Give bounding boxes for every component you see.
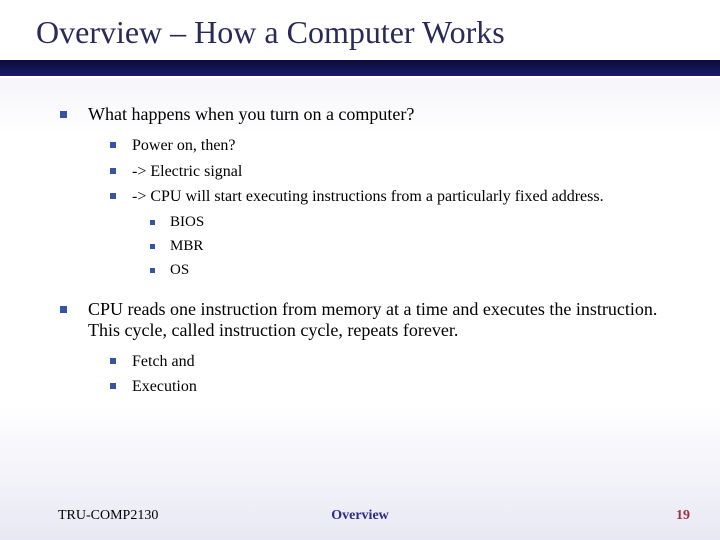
- bullet-text: BIOS: [170, 212, 690, 232]
- square-bullet-icon: [110, 161, 132, 179]
- square-bullet-icon: [110, 376, 132, 394]
- sub-list: Fetch and Execution: [110, 351, 690, 398]
- footer-left: TRU-COMP2130: [58, 508, 158, 524]
- bullet-item: OS: [150, 260, 690, 280]
- bullet-item: MBR: [150, 236, 690, 256]
- bullet-text: What happens when you turn on a computer…: [88, 104, 690, 125]
- bullet-text: CPU reads one instruction from memory at…: [88, 299, 690, 341]
- bullet-item: CPU reads one instruction from memory at…: [60, 299, 690, 398]
- bullet-text: MBR: [170, 236, 690, 256]
- bullet-text: -> Electric signal: [132, 161, 690, 183]
- bullet-text: Power on, then?: [132, 135, 690, 157]
- slide: Overview – How a Computer Works What hap…: [0, 0, 720, 540]
- bullet-item: Power on, then?: [110, 135, 690, 157]
- square-bullet-icon: [60, 104, 88, 123]
- square-bullet-icon: [150, 212, 170, 230]
- square-bullet-icon: [150, 236, 170, 254]
- accent-strip: [0, 60, 720, 76]
- bullet-item: What happens when you turn on a computer…: [60, 104, 690, 281]
- square-bullet-icon: [110, 135, 132, 153]
- square-bullet-icon: [150, 260, 170, 278]
- bullet-text: Execution: [132, 376, 690, 398]
- sub-sub-list: BIOS MBR OS: [150, 212, 690, 281]
- bullet-item: Fetch and: [110, 351, 690, 373]
- square-bullet-icon: [110, 351, 132, 369]
- square-bullet-icon: [60, 299, 88, 318]
- bullet-item: -> CPU will start executing instructions…: [110, 186, 690, 208]
- bullet-item: BIOS: [150, 212, 690, 232]
- content-area: What happens when you turn on a computer…: [60, 104, 690, 416]
- bullet-item: -> Electric signal: [110, 161, 690, 183]
- bullet-text: -> CPU will start executing instructions…: [132, 186, 690, 208]
- bullet-text: Fetch and: [132, 351, 690, 373]
- square-bullet-icon: [110, 186, 132, 204]
- bullet-text: OS: [170, 260, 690, 280]
- sub-list: Power on, then? -> Electric signal -> CP…: [110, 135, 690, 281]
- bullet-item: Execution: [110, 376, 690, 398]
- slide-title: Overview – How a Computer Works: [36, 14, 505, 51]
- footer: TRU-COMP2130 Overview 19: [0, 508, 720, 524]
- footer-page-number: 19: [676, 508, 690, 524]
